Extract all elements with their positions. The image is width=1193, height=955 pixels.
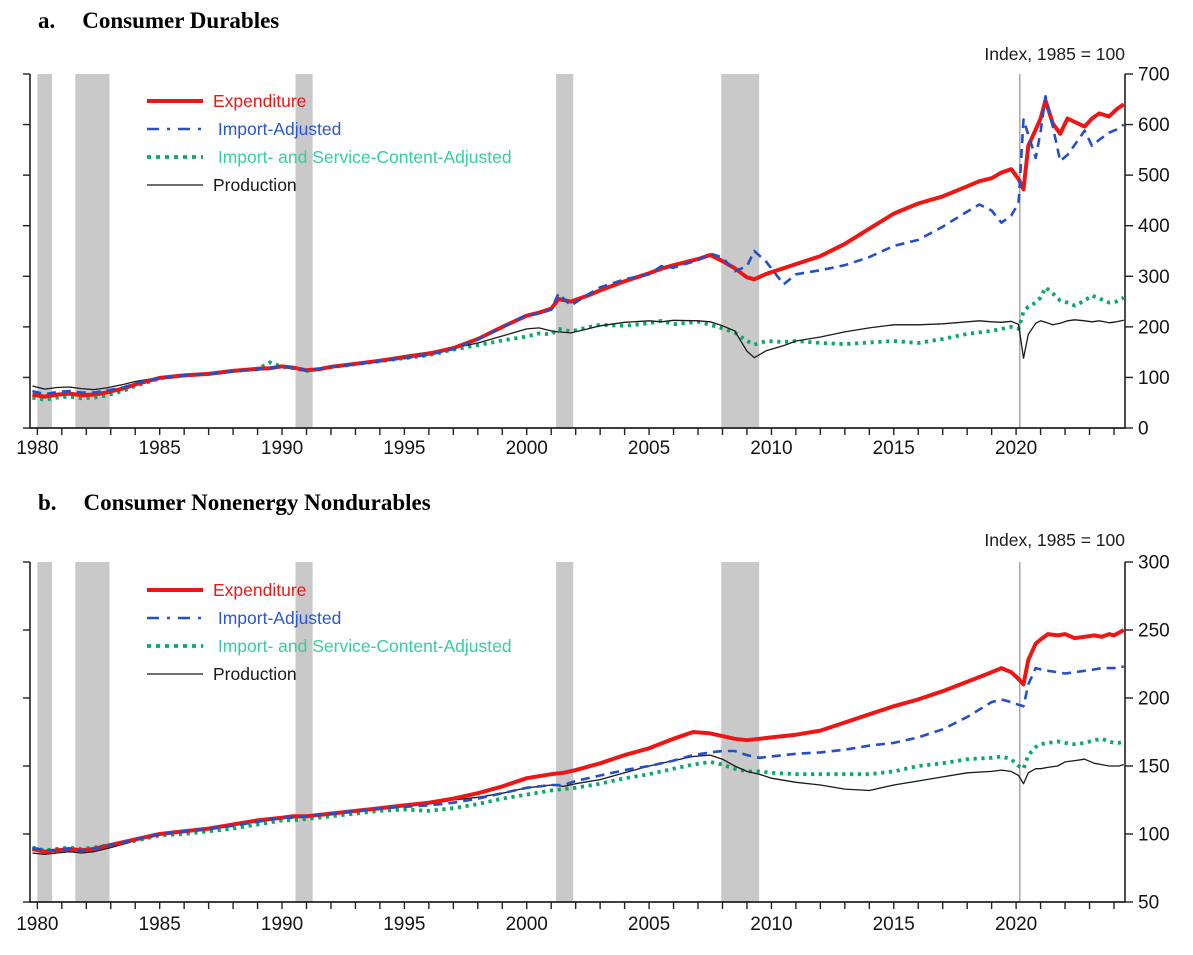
x-tick-label: 2010 — [750, 914, 792, 935]
y-tick-label: 200 — [1138, 317, 1170, 338]
legend-import_service_adjusted-label: Import- and Service-Content-Adjusted — [213, 146, 512, 167]
x-tick-label: 2015 — [873, 438, 915, 459]
x-tick-label: 2020 — [995, 914, 1037, 935]
y-tick-label: 700 — [1138, 65, 1170, 86]
y-tick-label: 100 — [1138, 368, 1170, 389]
legend-expenditure-line-sample — [147, 99, 203, 103]
y-tick-label: 100 — [1138, 825, 1170, 846]
legend-item-expenditure: Expenditure — [147, 576, 512, 604]
x-tick-label: 2000 — [506, 914, 548, 935]
x-tick-label: 1980 — [16, 914, 58, 935]
series-import_adjusted-line — [32, 665, 1124, 852]
recession-band — [556, 562, 574, 902]
panel-consumer-durables: a. Consumer Durables Index, 1985 = 100 0… — [16, 8, 1170, 460]
x-tick-label: 1990 — [261, 914, 303, 935]
x-tick-label: 2020 — [995, 438, 1037, 459]
legend-import_adjusted-line-sample — [147, 616, 203, 620]
panel-a-title-text: Consumer Durables — [82, 8, 280, 33]
y-tick-label: 0 — [1138, 419, 1149, 440]
y-tick-label: 400 — [1138, 216, 1170, 237]
legend-item-import_service_adjusted: Import- and Service-Content-Adjusted — [147, 143, 512, 171]
recession-band — [721, 562, 760, 902]
panel-a-axis-note: Index, 1985 = 100 — [984, 44, 1125, 64]
legend-item-production: Production — [147, 660, 512, 688]
legend-item-import_adjusted: Import-Adjusted — [147, 604, 512, 632]
legend-expenditure-label: Expenditure — [213, 90, 307, 111]
panel-consumer-nonenergy-nondurables: b. Consumer Nonenergy Nondurables Index,… — [0, 480, 1193, 955]
legend-production-line-sample — [147, 184, 203, 186]
recession-band — [556, 74, 574, 428]
x-tick-label: 1985 — [139, 438, 181, 459]
legend-production-line-sample — [147, 673, 203, 675]
panel-b-title-text: Consumer Nonenergy Nondurables — [83, 490, 431, 515]
legend-import_service_adjusted-line-sample — [147, 155, 203, 159]
y-tick-label: 50 — [1138, 893, 1159, 914]
legend-production-label: Production — [213, 174, 297, 195]
y-tick-label: 500 — [1138, 166, 1170, 187]
panel-a-legend: Expenditure Import-Adjusted Import- and … — [147, 87, 512, 199]
x-tick-label: 1985 — [139, 914, 181, 935]
recession-band — [37, 562, 53, 902]
y-tick-label: 150 — [1138, 757, 1170, 778]
panel-b-letter: b. — [38, 490, 57, 515]
recession-band — [721, 74, 760, 428]
series-expenditure-line — [32, 98, 1125, 399]
x-tick-label: 1990 — [261, 438, 303, 459]
legend-expenditure-line-sample — [147, 588, 203, 592]
panel-a-title: a. Consumer Durables — [38, 8, 279, 34]
series-import_service_adjusted-line — [32, 285, 1125, 402]
recession-band — [295, 74, 313, 428]
legend-import_adjusted-label: Import-Adjusted — [213, 607, 342, 628]
legend-item-production: Production — [147, 171, 512, 199]
series-import_service_adjusted-line — [31, 736, 1125, 853]
panel-b-chart: 50 100 150 200 250 300 1980 1985 1990 1995 2000 200… — [16, 553, 1170, 936]
panel-a-letter: a. — [38, 8, 56, 33]
legend-item-import_service_adjusted: Import- and Service-Content-Adjusted — [147, 632, 512, 660]
legend-import_service_adjusted-label: Import- and Service-Content-Adjusted — [213, 635, 512, 656]
legend-production-label: Production — [213, 663, 297, 684]
x-tick-label: 1980 — [16, 438, 58, 459]
y-tick-label: 300 — [1138, 553, 1170, 574]
x-tick-label: 2000 — [506, 438, 548, 459]
recession-band — [37, 74, 53, 428]
series-production-line — [32, 319, 1124, 391]
panel-a-chart: 0 100 200 300 400 500 600 700 1980 1985 1990 1995 20… — [16, 65, 1170, 460]
y-tick-label: 600 — [1138, 115, 1170, 136]
legend-import_adjusted-label: Import-Adjusted — [213, 118, 342, 139]
x-tick-label: 1995 — [383, 438, 425, 459]
x-tick-label: 2005 — [628, 914, 670, 935]
legend-import_service_adjusted-line-sample — [147, 644, 203, 648]
legend-import_adjusted-line-sample — [147, 127, 203, 131]
x-tick-label: 1995 — [383, 914, 425, 935]
panel-b-title: b. Consumer Nonenergy Nondurables — [38, 490, 431, 516]
y-tick-label: 250 — [1138, 621, 1170, 642]
legend-item-expenditure: Expenditure — [147, 87, 512, 115]
recession-band — [75, 74, 110, 428]
x-tick-label: 2015 — [873, 914, 915, 935]
legend-expenditure-label: Expenditure — [213, 579, 307, 600]
panel-b-axis-note: Index, 1985 = 100 — [984, 530, 1125, 550]
panel-b-legend: Expenditure Import-Adjusted Import- and … — [147, 576, 512, 688]
legend-item-import_adjusted: Import-Adjusted — [147, 115, 512, 143]
y-tick-label: 300 — [1138, 267, 1170, 288]
x-tick-label: 2010 — [750, 438, 792, 459]
y-tick-label: 200 — [1138, 689, 1170, 710]
x-tick-label: 2005 — [628, 438, 670, 459]
